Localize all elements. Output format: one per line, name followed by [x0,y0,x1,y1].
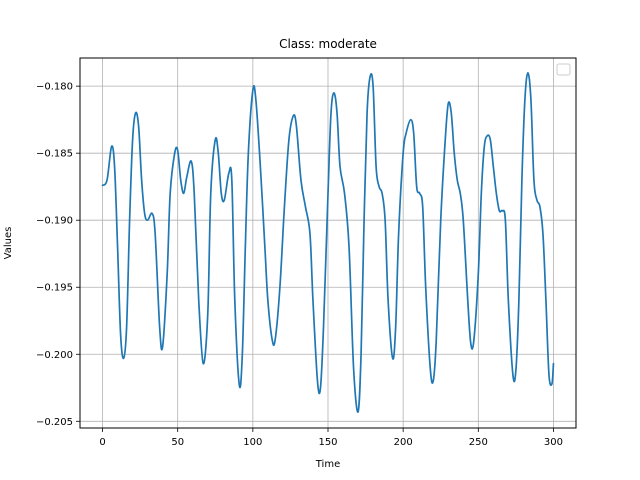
y-tick-label: −0.195 [36,283,73,294]
x-tick-label: 200 [394,437,413,448]
x-tick-label: 250 [469,437,488,448]
x-tick-label: 150 [318,437,337,448]
y-tick-label: −0.185 [36,149,73,160]
x-tick-label: 0 [99,437,105,448]
series-line [101,71,555,413]
grid [80,58,576,428]
x-axis-label: Time [315,459,340,470]
chart-title: Class: moderate [279,37,377,51]
y-tick-label: −0.200 [36,350,73,361]
y-tick-label: −0.180 [36,82,73,93]
y-tick-label: −0.205 [36,417,73,428]
y-tick-label: −0.190 [36,216,73,227]
axis-ticks: 0 50 100 150 200 250 300 −0.205 −0.200 −0.195 −0.1… [36,82,563,448]
legend-box [556,63,571,76]
x-tick-label: 100 [243,437,262,448]
y-axis-label: Values [3,227,14,260]
x-tick-label: 300 [544,437,563,448]
x-tick-label: 50 [171,437,184,448]
